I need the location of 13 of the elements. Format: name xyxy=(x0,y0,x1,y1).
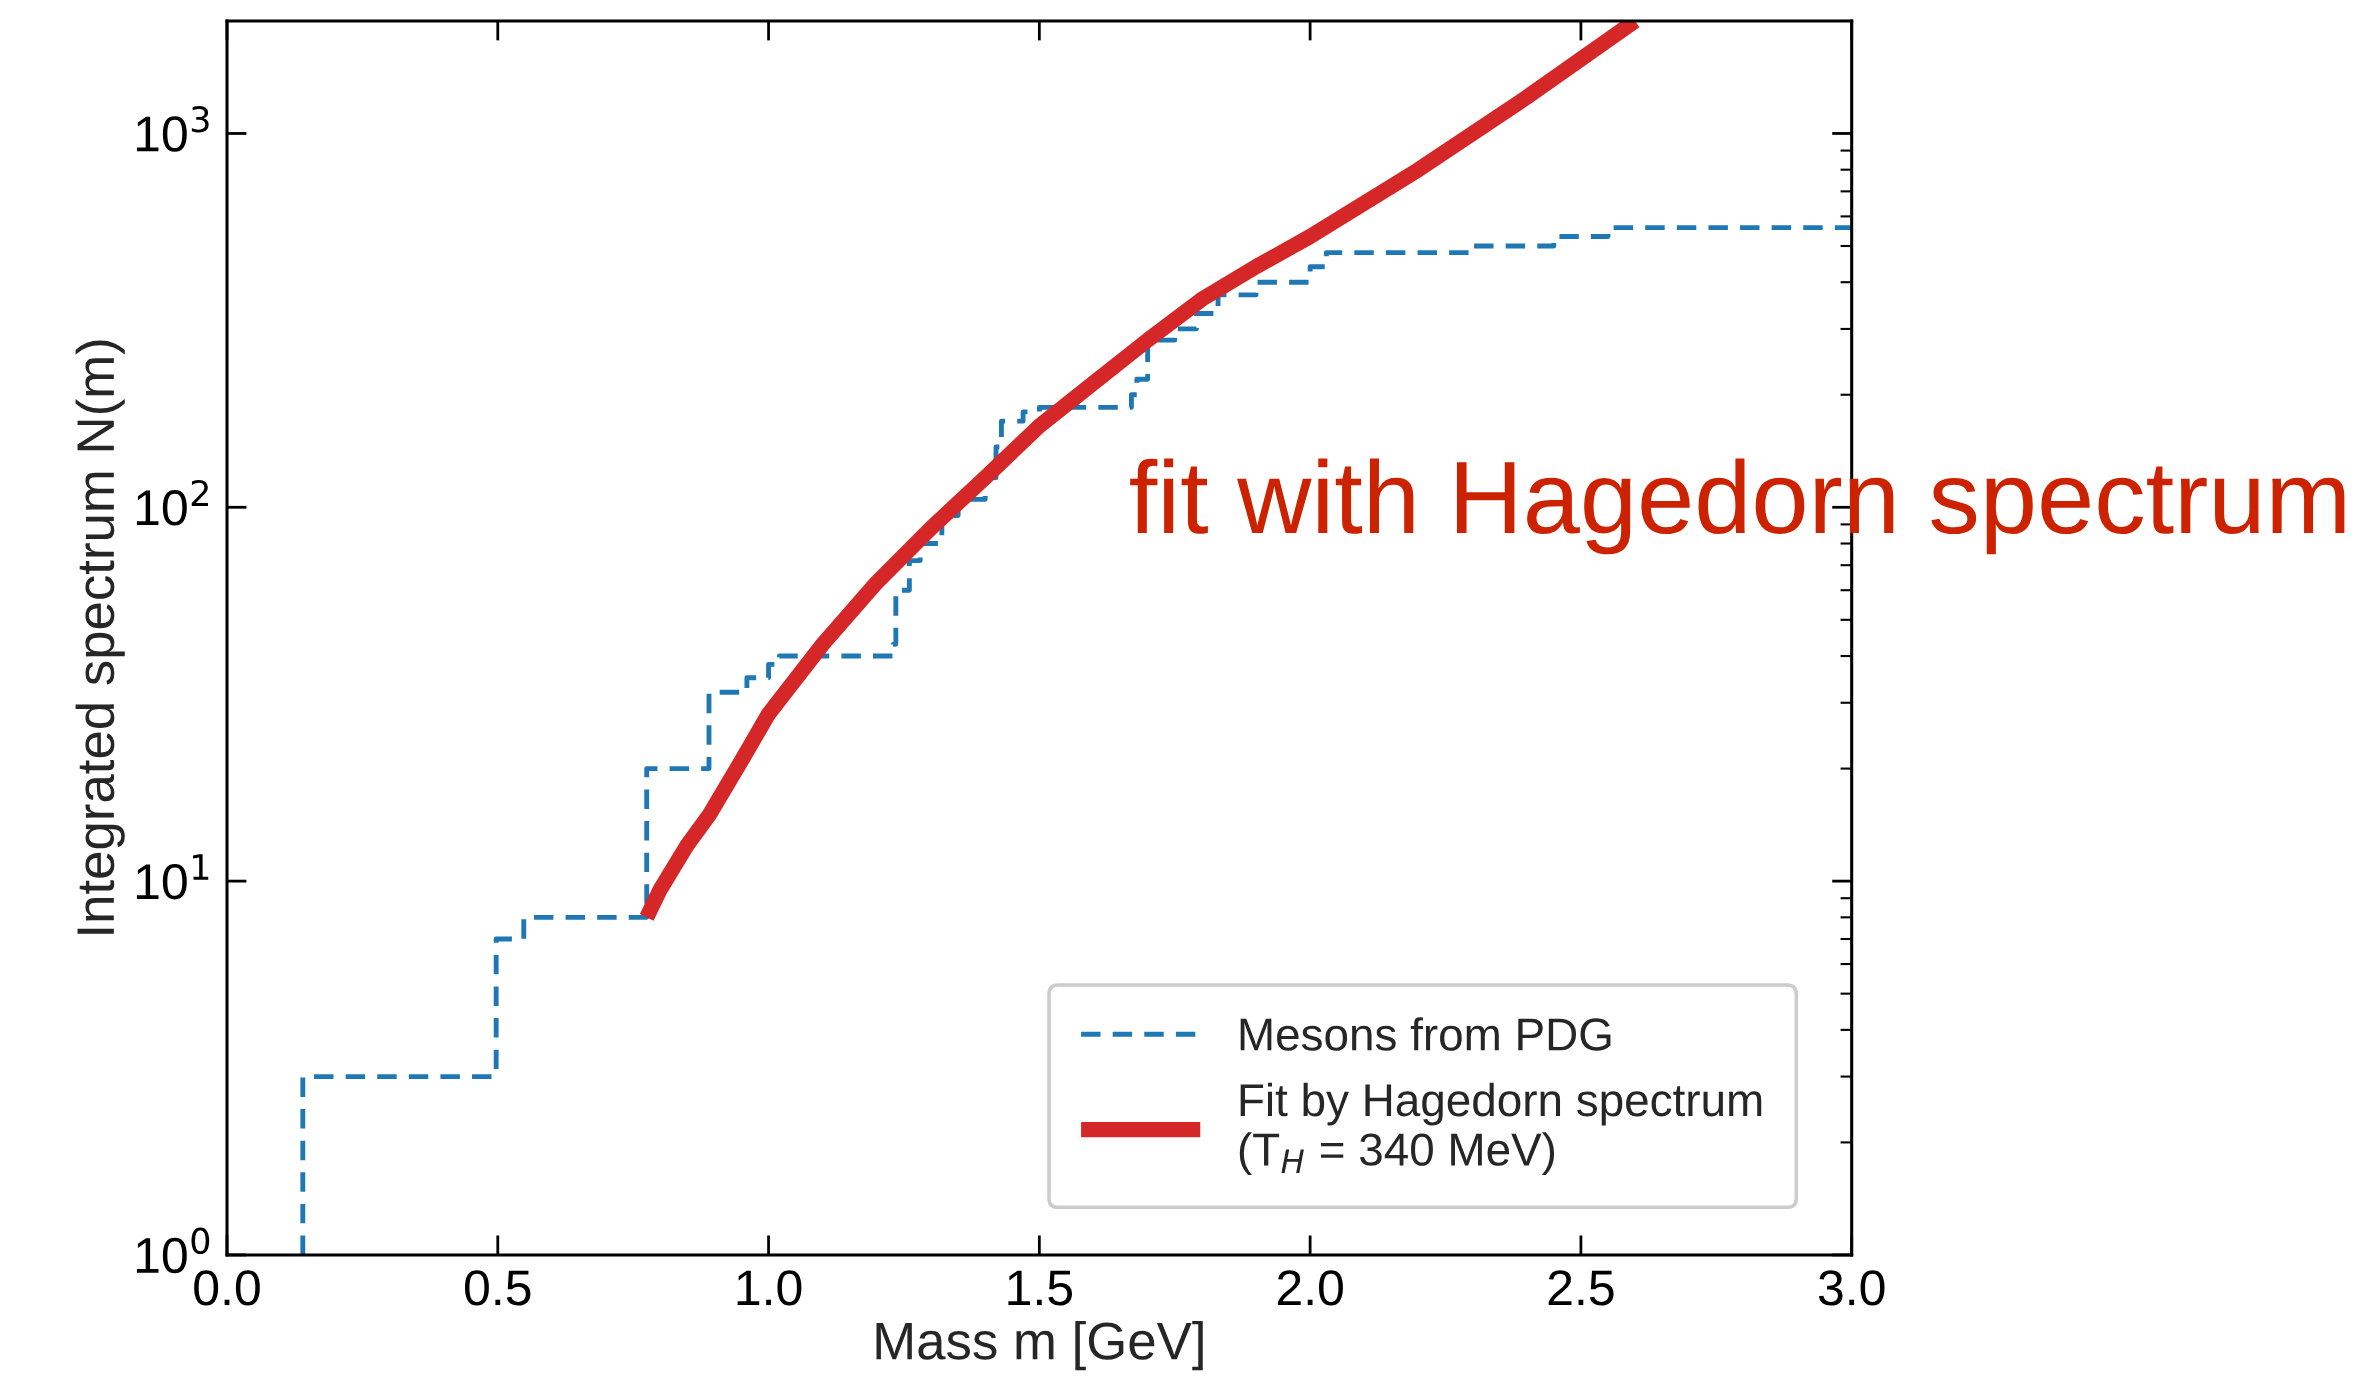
x-tick-label: 1.5 xyxy=(1008,1270,1072,1306)
x-tick-label: 3.0 xyxy=(1818,1270,1885,1306)
y-tick-label: 10$^{2}$ xyxy=(136,479,208,526)
x-tick-label: 1.0 xyxy=(737,1270,802,1306)
x-tick-label: 2.0 xyxy=(1277,1270,1343,1306)
y-tick-label: 10$^{3}$ xyxy=(136,106,209,152)
x-tick-label: 0.5 xyxy=(464,1270,531,1306)
x-tick-label: 2.5 xyxy=(1548,1270,1614,1306)
y-axis-title: Integrated spectrum N(m) xyxy=(75,340,125,934)
legend-label: Fit by Hagedorn spectrum (T$_{H}$ = 340 MeV) xyxy=(1239,1082,1762,1175)
x-axis-title: Mass m [GeV] xyxy=(876,1321,1203,1371)
legend-label: Mesons from PDG xyxy=(1240,1017,1611,1051)
y-tick-label: 10$^{1}$ xyxy=(136,854,209,900)
